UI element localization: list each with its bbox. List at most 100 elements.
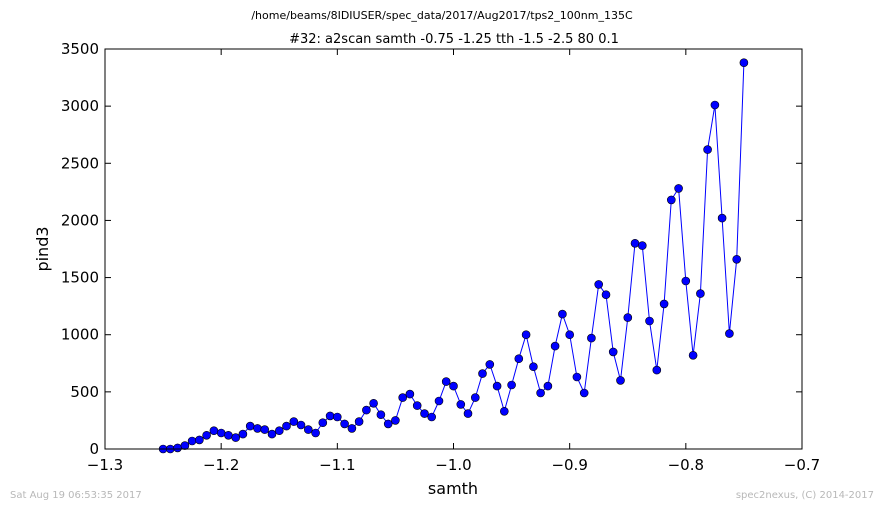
data-point: [296, 420, 306, 430]
data-point: [543, 381, 553, 391]
data-point: [231, 433, 240, 442]
data-point: [456, 400, 466, 409]
data-point: [318, 418, 328, 428]
data-point: [376, 410, 386, 420]
y-tick-label: 2000: [61, 211, 99, 229]
data-point: [725, 329, 734, 338]
data-point: [412, 401, 422, 410]
y-axis-label: pind3: [33, 226, 52, 271]
data-point: [245, 421, 255, 431]
data-point: [507, 380, 516, 390]
data-point: [681, 276, 691, 286]
data-point: [441, 377, 451, 386]
x-tick-label: −1.0: [435, 456, 471, 474]
data-point: [427, 412, 437, 422]
data-point: [587, 333, 596, 343]
y-tick-label: 1000: [61, 326, 99, 344]
x-tick-label: −1.1: [319, 456, 355, 474]
data-point: [238, 429, 248, 439]
data-point: [732, 254, 742, 264]
y-tick-label: 0: [89, 440, 99, 458]
data-point: [274, 426, 284, 436]
data-point: [572, 372, 582, 382]
data-point: [303, 425, 313, 434]
data-point: [347, 424, 357, 433]
data-point: [485, 360, 495, 369]
y-tick-label: 1500: [61, 269, 99, 287]
data-point: [616, 376, 625, 385]
data-point: [383, 419, 393, 429]
data-point: [623, 313, 633, 322]
data-point: [594, 280, 604, 289]
footer-timestamp: Sat Aug 19 06:53:35 2017: [10, 490, 142, 501]
data-point: [579, 388, 589, 398]
data-point: [688, 350, 698, 360]
data-point: [369, 398, 378, 408]
data-point: [224, 430, 233, 440]
data-point: [739, 58, 749, 68]
y-tick-label: 2500: [61, 154, 99, 172]
y-tick-label: 3500: [61, 40, 99, 58]
x-axis-label: samth: [428, 479, 478, 498]
data-point: [434, 396, 444, 406]
data-point: [420, 409, 429, 418]
data-point: [463, 409, 473, 418]
data-point: [449, 381, 458, 391]
data-point: [696, 289, 705, 298]
data-point: [565, 330, 575, 340]
data-point: [674, 184, 683, 193]
data-point: [703, 145, 712, 154]
data-point: [289, 417, 299, 426]
x-tick-label: −1.2: [203, 456, 239, 474]
footer-credit: spec2nexus, (C) 2014-2017: [736, 490, 874, 501]
data-point: [362, 405, 371, 415]
data-point: [325, 411, 335, 421]
data-point: [659, 299, 669, 309]
data-point: [601, 290, 611, 300]
data-point: [717, 213, 727, 223]
data-point: [332, 412, 342, 422]
plot-frame: [104, 48, 803, 450]
series-line: [163, 62, 745, 450]
y-tick-label: 3000: [61, 97, 99, 115]
data-point: [195, 435, 204, 445]
y-tick-label: 500: [70, 383, 99, 401]
data-point: [536, 388, 545, 398]
data-point: [558, 309, 567, 319]
data-point: [637, 241, 647, 250]
data-point: [405, 389, 415, 399]
data-point: [340, 419, 349, 429]
data-point: [282, 421, 291, 431]
data-point: [253, 424, 262, 433]
data-point: [202, 430, 211, 440]
x-tick-label: −0.8: [668, 456, 704, 474]
data-point: [398, 393, 408, 402]
data-point: [187, 436, 197, 446]
data-point: [216, 428, 226, 438]
data-point: [492, 381, 502, 391]
data-point: [478, 369, 487, 378]
data-point: [311, 428, 320, 438]
chart-title: #32: a2scan samth -0.75 -1.25 tth -1.5 -…: [289, 32, 619, 47]
x-tick-label: −0.7: [784, 456, 820, 474]
data-point: [514, 354, 524, 364]
data-point: [354, 417, 364, 426]
data-point: [666, 195, 676, 205]
data-point: [630, 239, 640, 248]
data-point: [173, 443, 182, 453]
data-point: [267, 429, 277, 439]
data-point: [652, 365, 662, 375]
data-point: [645, 316, 654, 326]
x-tick-label: −0.9: [551, 456, 587, 474]
data-point: [550, 341, 560, 351]
data-point: [180, 441, 190, 450]
data-point: [499, 406, 509, 416]
data-point: [470, 393, 480, 402]
data-point: [260, 425, 270, 434]
x-tick-label: −1.3: [87, 456, 123, 474]
data-point: [608, 347, 618, 357]
data-point: [529, 362, 538, 372]
data-point: [209, 426, 219, 436]
data-point: [391, 416, 400, 425]
